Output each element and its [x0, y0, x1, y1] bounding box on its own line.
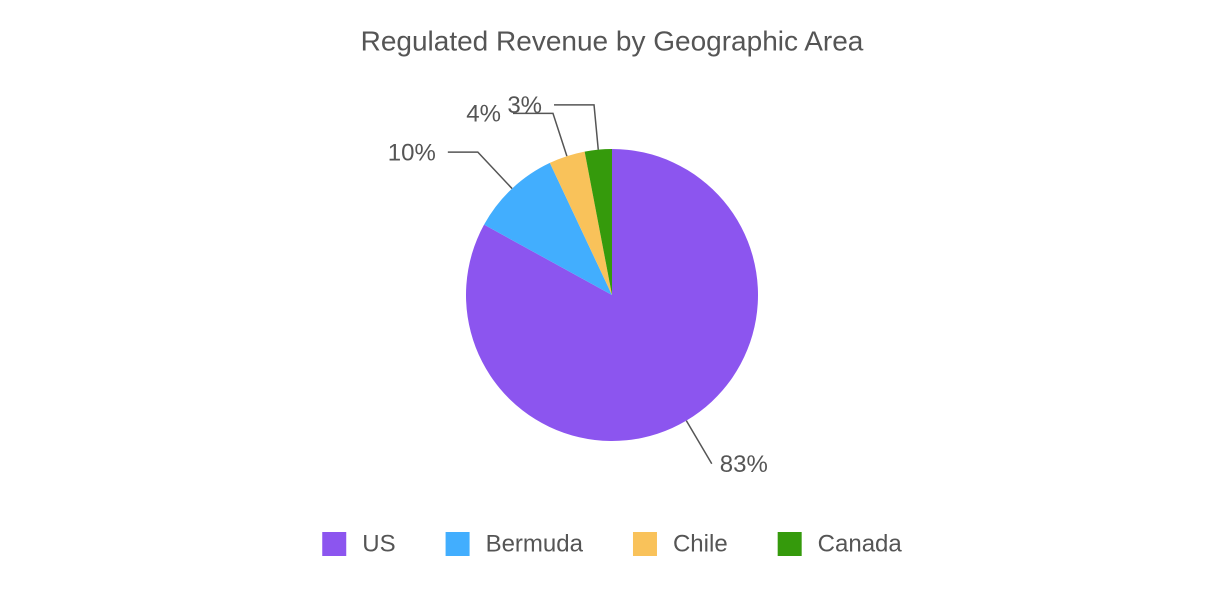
- legend-label: Bermuda: [486, 530, 584, 557]
- leader-line: [447, 151, 513, 190]
- data-label: 10%: [388, 139, 436, 166]
- pie-slice: [466, 149, 759, 441]
- pie-slice: [549, 151, 612, 295]
- leader-line: [512, 112, 568, 157]
- legend-swatch: [445, 532, 470, 556]
- chart-title: Regulated Revenue by Geographic Area: [361, 25, 864, 56]
- legend-label: US: [362, 530, 395, 557]
- pie-slice: [584, 149, 612, 295]
- pie-slice: [484, 162, 612, 295]
- data-label: 83%: [720, 451, 768, 478]
- legend-swatch: [777, 532, 802, 556]
- legend-label: Canada: [818, 530, 903, 557]
- data-label: 4%: [466, 101, 501, 128]
- legend-swatch: [632, 532, 657, 556]
- leader-line: [685, 420, 713, 465]
- legend-label: Chile: [673, 530, 728, 557]
- data-label: 3%: [507, 92, 542, 119]
- legend-swatch: [322, 532, 347, 556]
- leader-line: [554, 104, 600, 150]
